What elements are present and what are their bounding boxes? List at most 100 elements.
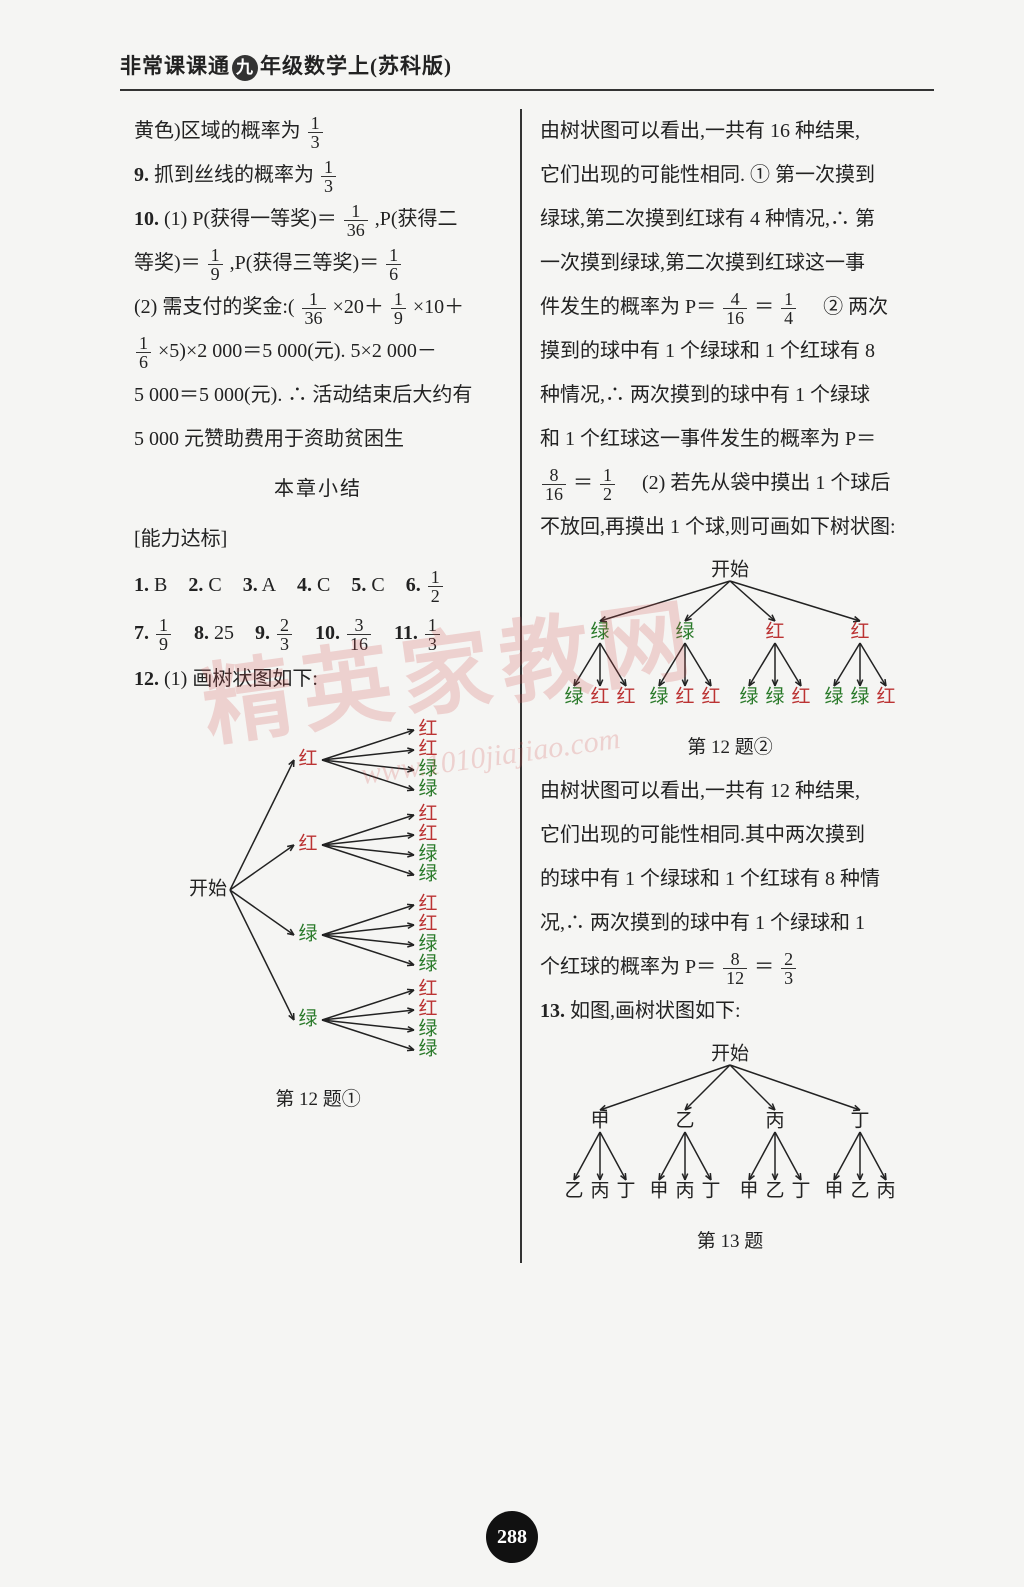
text-line: 9. 抓到丝线的概率为 13 [134, 153, 502, 197]
text: 5 000 元赞助费用于资助贫困生 [134, 428, 404, 450]
svg-text:绿: 绿 [418, 1018, 437, 1040]
item-number: 9. [134, 164, 149, 186]
text-line: 由树状图可以看出,一共有 16 种结果, [540, 109, 920, 153]
svg-text:红: 红 [298, 833, 317, 855]
answer-item: 2. C [188, 574, 221, 596]
text: (2) 若先从袋中摸出 1 个球后 [622, 472, 890, 494]
text-line: 它们出现的可能性相同.其中两次摸到 [540, 813, 920, 857]
answer-row-2: 7. 19 8. 25 9. 23 10. 316 11. 13 [134, 609, 502, 657]
svg-text:丁: 丁 [791, 1180, 810, 1201]
chapter-summary-label: 本章小结 [134, 467, 502, 511]
figure-label: 第 13 题 [540, 1221, 920, 1263]
fraction: 136 [302, 290, 326, 327]
text: 等奖)＝ [134, 252, 201, 274]
svg-text:丙: 丙 [765, 1110, 784, 1131]
text-line: (2) 需支付的奖金:( 136 ×20＋ 19 ×10＋ [134, 285, 502, 329]
svg-text:红: 红 [418, 803, 437, 825]
text: (1) 画树状图如下: [164, 668, 318, 690]
answer-item: 4. C [297, 574, 330, 596]
svg-text:绿: 绿 [298, 1008, 317, 1030]
text-line: 5 000 元赞助费用于资助贫困生 [134, 417, 502, 461]
answer-item: 9. 23 [255, 622, 294, 644]
svg-text:绿: 绿 [418, 863, 437, 885]
svg-text:乙: 乙 [765, 1180, 784, 1201]
text: ×20＋ [333, 296, 384, 318]
svg-text:绿: 绿 [298, 923, 317, 945]
header-circle: 九 [232, 55, 258, 81]
header-prefix: 非常课课通 [120, 54, 230, 78]
svg-text:绿: 绿 [418, 843, 437, 865]
svg-text:红: 红 [765, 621, 784, 643]
text-line: 5 000＝5 000(元). ∴ 活动结束后大约有 [134, 373, 502, 417]
text: ,P(获得三等奖)＝ [230, 252, 379, 274]
text-line: 不放回,再摸出 1 个球,则可画如下树状图: [540, 505, 920, 549]
text-line: 816 ＝ 12 (2) 若先从袋中摸出 1 个球后 [540, 461, 920, 505]
svg-text:甲: 甲 [739, 1180, 758, 1201]
text: ＝ [754, 956, 774, 978]
fraction: 13 [321, 158, 336, 195]
two-columns: 黄色)区域的概率为 13 9. 抓到丝线的概率为 13 10. (1) P(获得… [120, 109, 934, 1263]
svg-text:绿: 绿 [850, 686, 869, 708]
svg-text:丁: 丁 [850, 1110, 869, 1131]
answer-item: 1. B [134, 574, 167, 596]
item-number: 13. [540, 1000, 565, 1022]
ability-label: [能力达标] [134, 517, 502, 561]
text-line: 种情况,∴ 两次摸到的球中有 1 个绿球 [540, 373, 920, 417]
svg-text:红: 红 [418, 718, 437, 740]
answer-item: 8. 25 [194, 622, 234, 644]
svg-text:绿: 绿 [649, 686, 668, 708]
figure-label: 第 12 题② [540, 727, 920, 769]
svg-text:红: 红 [876, 686, 895, 708]
item-number: 10. [134, 208, 159, 230]
text-line: 16 ×5)×2 000＝5 000(元). 5×2 000－ [134, 329, 502, 373]
text: ×5)×2 000＝5 000(元). 5×2 000－ [158, 340, 437, 362]
answer-item: 3. A [243, 574, 276, 596]
svg-text:红: 红 [850, 621, 869, 643]
svg-text:绿: 绿 [418, 758, 437, 780]
fraction: 812 [723, 950, 747, 987]
answer-item: 5. C [351, 574, 384, 596]
fraction: 16 [386, 246, 401, 283]
svg-text:丁: 丁 [616, 1180, 635, 1201]
right-column: 由树状图可以看出,一共有 16 种结果, 它们出现的可能性相同. ① 第一次摸到… [526, 109, 934, 1263]
fraction: 14 [781, 290, 796, 327]
svg-text:红: 红 [418, 913, 437, 935]
text-line: 等奖)＝ 19 ,P(获得三等奖)＝ 16 [134, 241, 502, 285]
text: (2) 需支付的奖金:( [134, 296, 295, 318]
header-suffix: 年级数学上(苏科版) [260, 54, 452, 78]
svg-text:红: 红 [418, 823, 437, 845]
tree-diagram-13: 开始甲乙丙丁乙甲丙丁丙甲乙丁丁甲乙丙 [540, 1037, 920, 1217]
svg-text:甲: 甲 [590, 1110, 609, 1131]
text: 黄色)区域的概率为 [134, 120, 301, 142]
svg-text:开始: 开始 [711, 559, 749, 581]
text-line: 件发生的概率为 P＝ 416 ＝ 14 ② 两次 [540, 285, 920, 329]
svg-text:绿: 绿 [564, 686, 583, 708]
svg-text:红: 红 [418, 998, 437, 1020]
text-line: 13. 如图,画树状图如下: [540, 989, 920, 1033]
fraction: 13 [308, 114, 323, 151]
figure-label: 第 12 题① [134, 1079, 502, 1121]
svg-text:红: 红 [298, 748, 317, 770]
text: 如图,画树状图如下: [570, 1000, 741, 1022]
page-number: 288 [486, 1511, 538, 1563]
svg-text:开始: 开始 [711, 1042, 749, 1064]
answer-item: 6. 12 [406, 574, 445, 596]
svg-text:甲: 甲 [649, 1180, 668, 1201]
fraction: 12 [428, 568, 443, 605]
svg-text:绿: 绿 [824, 686, 843, 708]
text-line: 的球中有 1 个绿球和 1 个红球有 8 种情 [540, 857, 920, 901]
text-line: 和 1 个红球这一事件发生的概率为 P＝ [540, 417, 920, 461]
svg-text:丙: 丙 [675, 1180, 694, 1201]
text-line: 摸到的球中有 1 个绿球和 1 个红球有 8 [540, 329, 920, 373]
svg-text:乙: 乙 [850, 1180, 869, 1201]
fraction: 136 [344, 202, 368, 239]
svg-text:绿: 绿 [675, 621, 694, 643]
fraction: 416 [723, 290, 747, 327]
header-rule [120, 89, 934, 91]
text: ＝ [754, 296, 774, 318]
text: ② 两次 [803, 296, 888, 318]
svg-text:绿: 绿 [418, 953, 437, 975]
text-line: 个红球的概率为 P＝ 812 ＝ 23 [540, 945, 920, 989]
svg-text:红: 红 [616, 686, 635, 708]
svg-text:甲: 甲 [824, 1180, 843, 1201]
